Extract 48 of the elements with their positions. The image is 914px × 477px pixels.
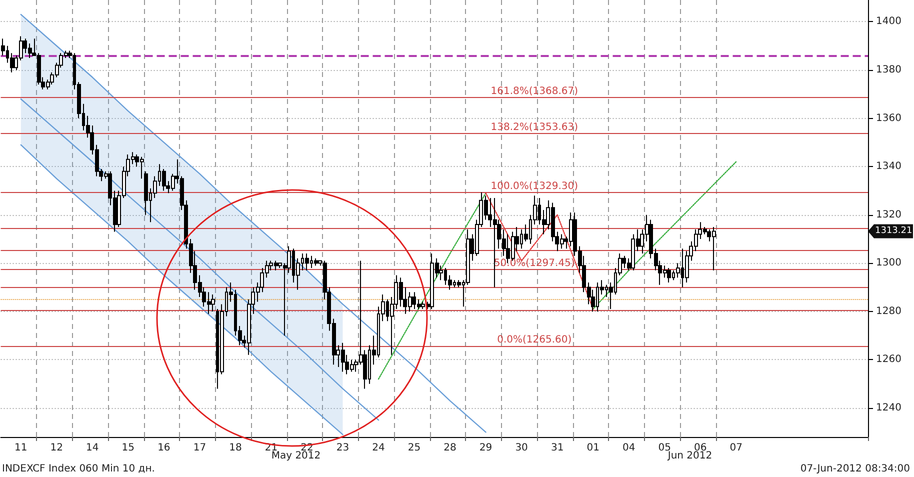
x-tick-label: 07 <box>730 442 742 454</box>
line-series <box>592 161 737 310</box>
x-tick-label: 28 <box>444 442 456 454</box>
x-tick-label: 18 <box>229 442 242 454</box>
line-series <box>20 144 344 436</box>
candlestick <box>667 267 671 283</box>
x-tick-label: 14 <box>86 442 99 454</box>
y-tick-label: 1300 <box>876 258 902 269</box>
ref-line-label: 161.8%(1368.67) <box>490 86 578 97</box>
x-tick-label: 30 <box>515 442 528 454</box>
candlestick <box>314 258 318 266</box>
x-tick-label: 15 <box>122 442 135 454</box>
x-tick-label: 12 <box>50 442 64 454</box>
ref-line-label: 138.2%(1353.63) <box>490 122 578 134</box>
text: 1313.21 <box>875 226 912 236</box>
line-series <box>20 98 380 421</box>
x-tick-label: 05 <box>658 442 671 454</box>
x-tick-label: 16 <box>158 442 170 454</box>
x-tick-label: 25 <box>408 442 421 454</box>
text: Jun 2012 <box>666 450 712 462</box>
text: May 2012 <box>271 450 321 462</box>
line-series <box>20 14 486 433</box>
x-tick-label: 11 <box>14 442 28 454</box>
y-tick-label: 1280 <box>876 306 902 317</box>
candlestick <box>211 294 215 312</box>
line-series <box>378 192 486 380</box>
x-tick-label: 23 <box>336 442 350 454</box>
x-tick-label: 04 <box>622 442 636 454</box>
y-tick-label: 1260 <box>876 354 902 366</box>
x-tick-label: 17 <box>193 442 206 454</box>
ref-line-label: 0.0%(1265.60) <box>497 334 572 346</box>
y-tick-label: 1400 <box>876 16 902 28</box>
y-tick-label: 1360 <box>876 112 902 124</box>
ref-line-label: 50.0%(1297.45) <box>494 258 575 269</box>
x-tick-label: 29 <box>479 442 492 454</box>
x-tick-label: 01 <box>586 442 600 454</box>
candlestick <box>421 301 425 310</box>
text: INDEXCF Index 060 Min 10 дн. <box>2 464 155 474</box>
ref-line-label: 100.0%(1329.30) <box>490 180 578 192</box>
x-tick-label: 31 <box>550 442 564 454</box>
x-tick-label: 24 <box>372 442 385 454</box>
line-series <box>485 192 594 310</box>
y-tick-label: 1380 <box>876 64 902 76</box>
y-tick-label: 1240 <box>876 402 902 414</box>
candlestick <box>305 253 309 271</box>
y-tick-label: 1320 <box>876 209 902 220</box>
text: 07-Jun-2012 08:34:00 <box>800 464 910 474</box>
y-tick-label: 1340 <box>876 161 902 172</box>
